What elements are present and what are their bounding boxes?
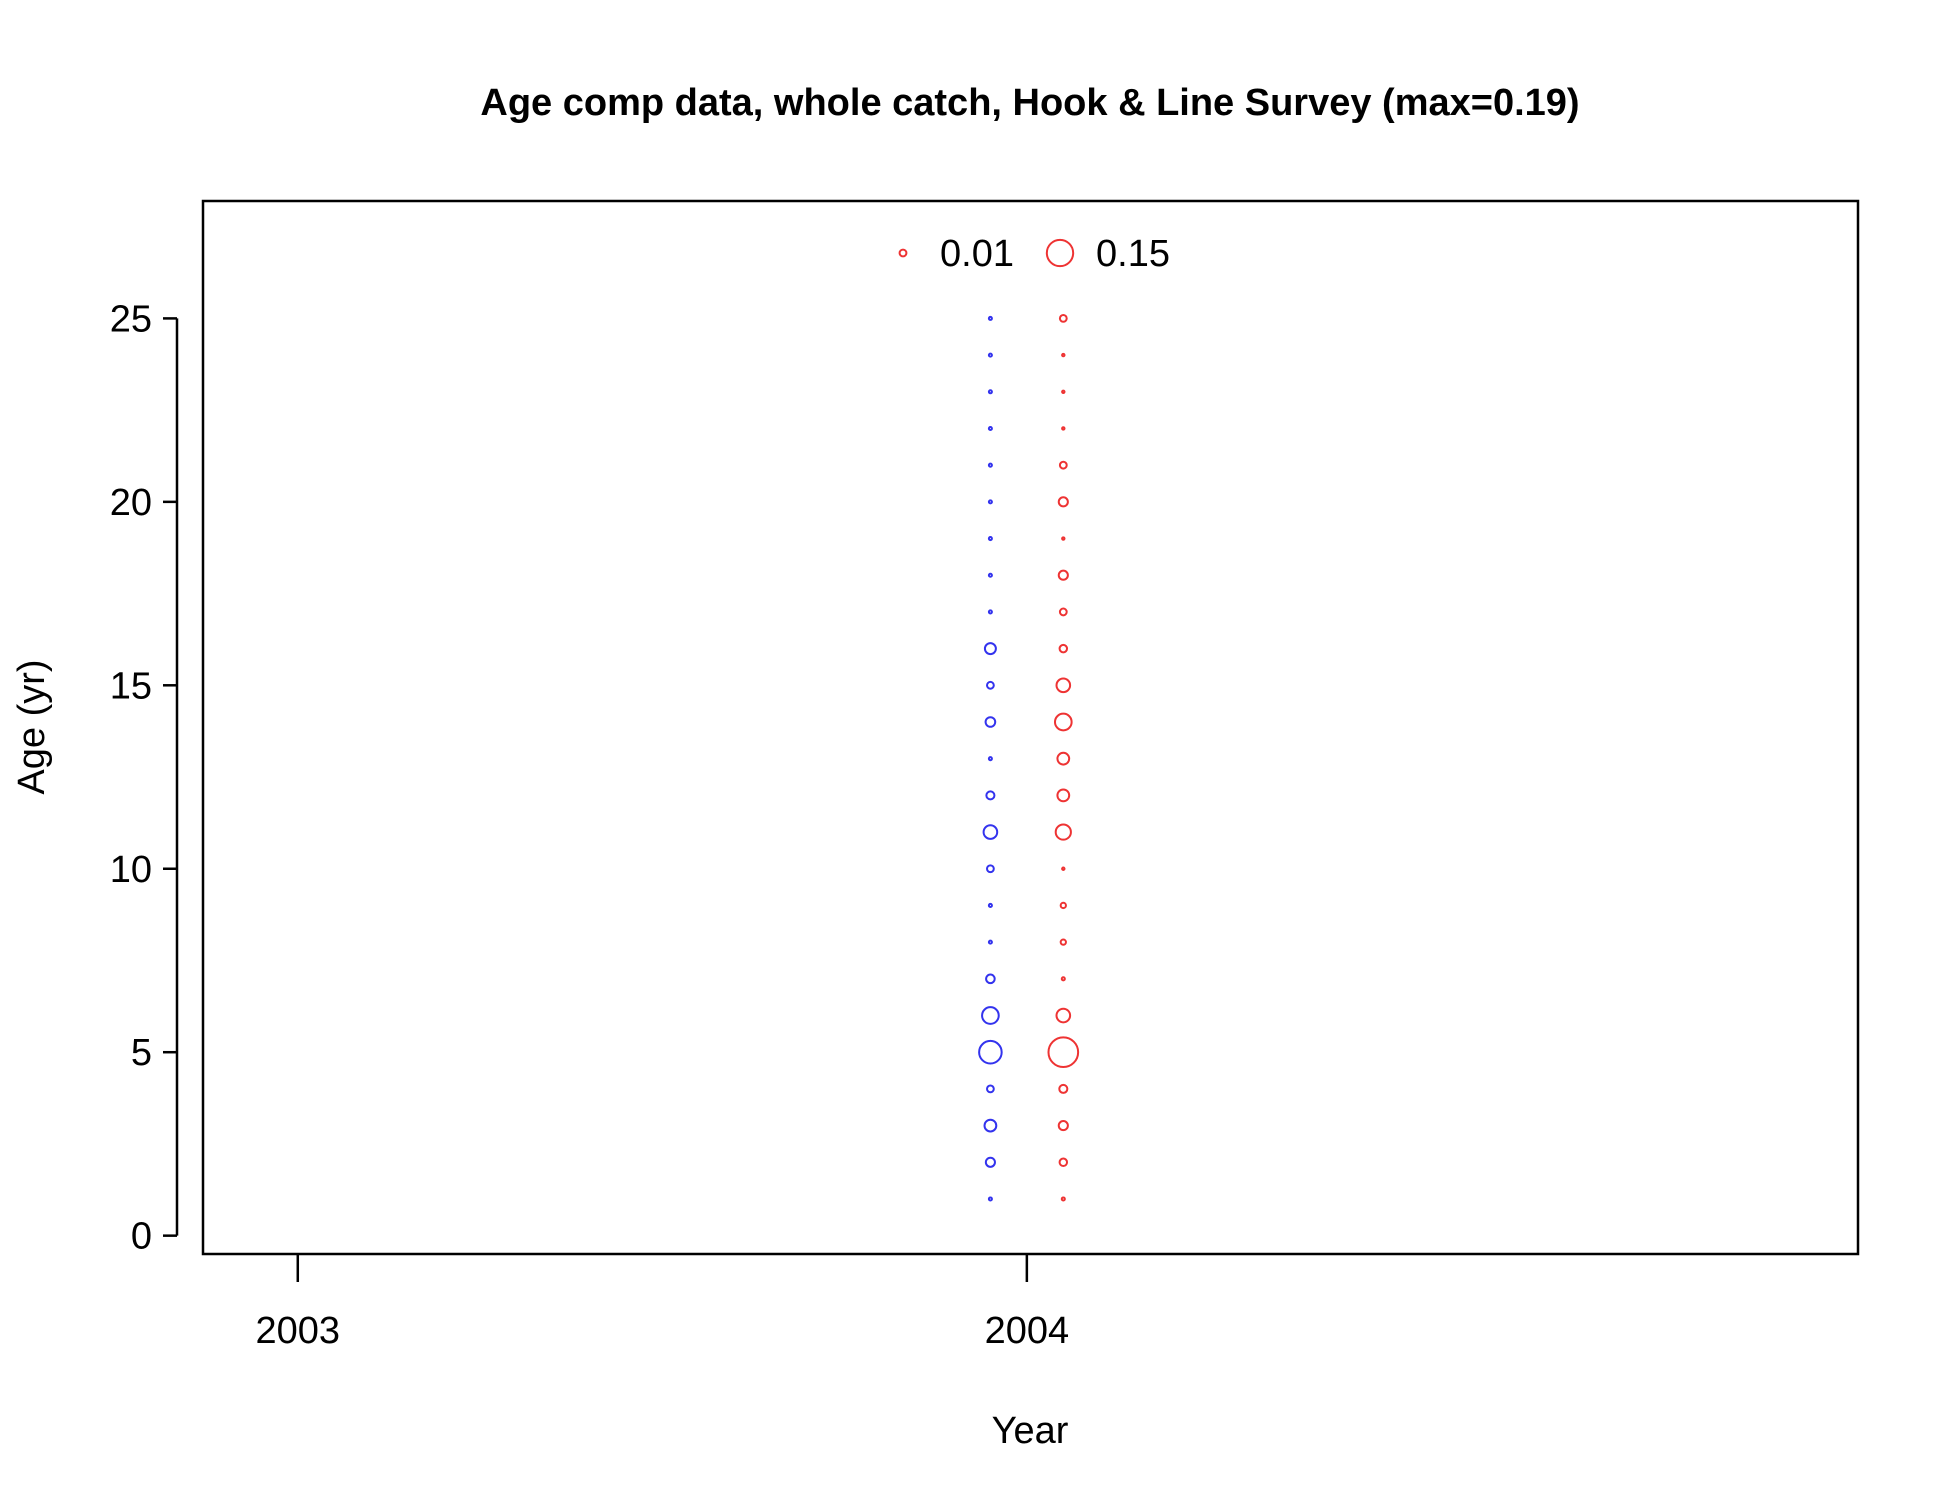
- bubble-point: [1057, 1120, 1069, 1132]
- y-axis: 0 5 10 15 20 25: [110, 298, 179, 1258]
- bubble-point: [984, 716, 997, 728]
- bubble-point: [987, 389, 993, 395]
- bubble-point: [1057, 496, 1069, 508]
- bubble-point: [1047, 1036, 1080, 1069]
- y-tick-label: 5: [131, 1032, 152, 1074]
- bubble-point: [1053, 712, 1073, 732]
- bubble-point: [987, 499, 993, 505]
- legend-label: 0.15: [1096, 233, 1170, 275]
- bubble-point: [1057, 569, 1069, 581]
- bubble-point: [1059, 901, 1067, 910]
- bubble-point: [1061, 426, 1066, 431]
- bubble-point: [1055, 677, 1072, 694]
- bubble-point: [986, 864, 995, 874]
- bubble-point: [986, 1084, 995, 1094]
- bubble-point: [987, 462, 993, 468]
- y-tick-label: 25: [110, 298, 152, 340]
- legend-label: 0.01: [940, 233, 1014, 275]
- bubble-point: [987, 939, 993, 945]
- bubble-point: [981, 1006, 1000, 1025]
- legend-bubble: [898, 248, 908, 258]
- bubble-point: [987, 315, 993, 321]
- bubble-point: [987, 756, 993, 762]
- bubble-point: [1054, 823, 1072, 841]
- x-tick-label: 2004: [985, 1310, 1070, 1352]
- bubble-point: [984, 1156, 996, 1168]
- y-tick-label: 15: [110, 665, 152, 707]
- y-axis-label: Age (yr): [11, 659, 53, 794]
- y-tick-label: 20: [110, 482, 152, 524]
- bubble-point: [1055, 1007, 1072, 1024]
- bubble-point: [1056, 751, 1071, 766]
- bubble-point: [1061, 389, 1066, 394]
- bubble-point: [986, 680, 995, 690]
- x-axis: 2003 2004: [256, 1254, 1070, 1352]
- bubble-point: [983, 642, 997, 656]
- bubble-point: [1058, 607, 1068, 617]
- bubble-point: [1061, 866, 1066, 871]
- bubble-point: [1058, 1083, 1069, 1094]
- bubble-point: [1058, 460, 1068, 470]
- bubble-point: [1059, 938, 1067, 946]
- bubble-point: [1058, 643, 1069, 654]
- y-tick-label: 10: [110, 849, 152, 891]
- bubble-point: [987, 902, 993, 908]
- bubble-point: [1061, 536, 1066, 541]
- x-tick-label: 2003: [256, 1310, 341, 1352]
- bubble-point: [982, 824, 999, 840]
- bubble-point: [1060, 1196, 1066, 1202]
- bubble-point: [1060, 976, 1066, 982]
- bubble-point: [987, 536, 993, 542]
- bubble-point: [985, 973, 996, 985]
- legend-bubble: [1045, 238, 1075, 268]
- plot-frame: [201, 199, 1860, 1256]
- legend: 0.01 0.15: [898, 233, 1170, 275]
- bubble-point: [983, 1118, 998, 1133]
- bubble-point: [987, 352, 993, 358]
- bubble-point: [985, 790, 996, 801]
- bubble-point: [1061, 352, 1066, 358]
- bubble-point: [987, 572, 993, 578]
- bubble-point: [987, 425, 993, 431]
- bubble-point: [1058, 314, 1068, 323]
- y-tick-label: 0: [131, 1216, 152, 1258]
- bubble-point: [1056, 788, 1071, 803]
- x-axis-label: Year: [992, 1410, 1069, 1452]
- chart-title: Age comp data, whole catch, Hook & Line …: [480, 82, 1579, 124]
- bubble-point: [987, 609, 993, 615]
- bubble-point: [1058, 1157, 1069, 1167]
- bubble-point: [978, 1039, 1003, 1065]
- bubble-point: [987, 1196, 993, 1202]
- bubbles: [978, 314, 1080, 1202]
